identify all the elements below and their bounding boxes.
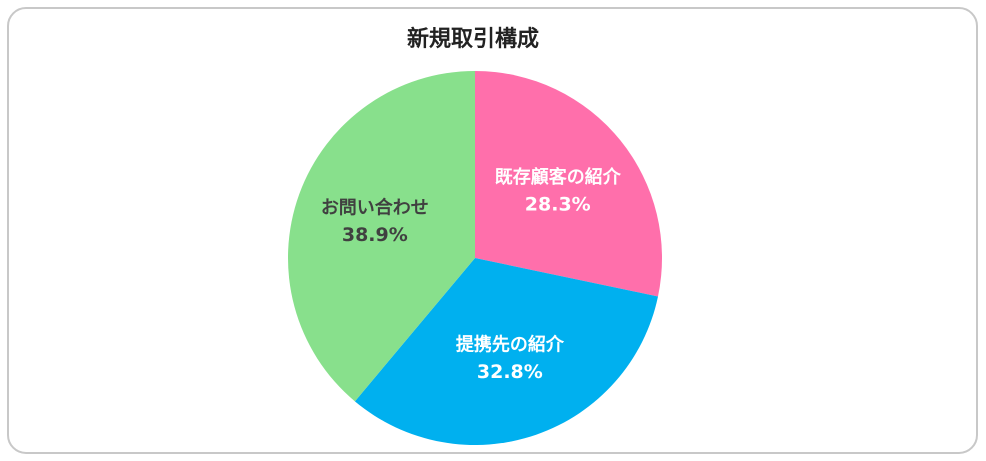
pie-slice xyxy=(288,71,475,402)
slice-label: 既存顧客の紹介 xyxy=(495,166,622,188)
slice-label: お問い合わせ xyxy=(321,197,429,219)
slice-label: 提携先の紹介 xyxy=(456,334,565,356)
chart-title: 新規取引構成 xyxy=(407,26,539,52)
value-label: 32.8% xyxy=(477,361,543,383)
value-label: 28.3% xyxy=(525,193,591,215)
pie-slice xyxy=(354,258,658,445)
pie-slice xyxy=(475,71,662,297)
value-label: 38.9% xyxy=(342,224,408,246)
